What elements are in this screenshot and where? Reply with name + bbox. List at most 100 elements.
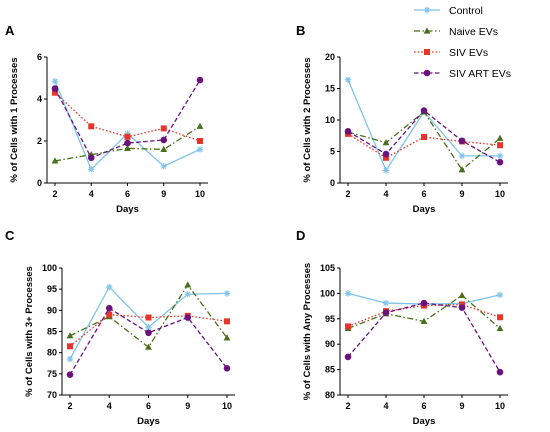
panel-c-xtick-label: 10 bbox=[222, 401, 232, 411]
panel-d-xtick-label: 6 bbox=[421, 401, 426, 411]
panel-a-x-label: Days bbox=[116, 204, 139, 215]
panel-d-point-control bbox=[496, 291, 504, 299]
panel-d-letter: D bbox=[296, 228, 305, 243]
panel-a-point-naive-evs bbox=[51, 157, 59, 164]
panel-b-point-naive-evs bbox=[458, 166, 466, 173]
panel-c-point-siv-art-evs bbox=[66, 371, 74, 378]
panel-c-point-control bbox=[106, 283, 113, 291]
legend-label-naive-evs: Naive EVs bbox=[449, 26, 498, 38]
panel-a-point-control bbox=[51, 77, 59, 85]
panel-d-point-siv-art-evs bbox=[344, 353, 352, 361]
panel-b-xtick-label: 9 bbox=[459, 189, 464, 199]
panel-c-ytick-label: 75 bbox=[47, 369, 57, 379]
panel-b-ytick-label: 10 bbox=[325, 115, 335, 125]
panel-b-point-control bbox=[458, 152, 466, 160]
panel-d-ytick-label: 100 bbox=[320, 288, 335, 298]
panel-c-point-control bbox=[184, 291, 191, 298]
panel-b-point-siv-art-evs bbox=[420, 107, 428, 114]
panel-d-line-siv-art-evs bbox=[347, 302, 501, 373]
panel-c-x-label: Days bbox=[137, 416, 160, 427]
panel-a-ytick-label: 4 bbox=[37, 94, 42, 104]
panel-c-point-siv-art-evs bbox=[105, 304, 113, 312]
panel-b-point-naive-evs bbox=[496, 134, 504, 141]
legend-label-siv-evs: SIV EVs bbox=[449, 47, 488, 59]
panel-b-point-siv-art-evs bbox=[496, 158, 504, 166]
panel-c-point-naive-evs bbox=[66, 332, 74, 339]
panel-c-xtick-label: 2 bbox=[67, 401, 72, 411]
panel-a-xtick-label: 4 bbox=[89, 189, 94, 199]
panel-b-series-naive-evs bbox=[344, 108, 504, 173]
panel-b-point-siv-evs bbox=[421, 134, 427, 141]
panel-d-point-siv-art-evs bbox=[382, 309, 390, 317]
panel-a-point-control bbox=[160, 163, 167, 170]
panel-c-xtick-label: 4 bbox=[107, 401, 112, 411]
panel-b-xtick-label: 6 bbox=[421, 189, 426, 199]
panel-d-ytick-label: 105 bbox=[320, 263, 335, 273]
panel-a-point-siv-evs bbox=[124, 133, 131, 140]
panel-a-letter: A bbox=[5, 23, 15, 38]
panel-c-point-control bbox=[223, 290, 231, 297]
panel-a-line-siv-art-evs bbox=[54, 79, 201, 159]
panel-d-ytick-label: 90 bbox=[325, 339, 335, 349]
panel-a-xtick-label: 2 bbox=[52, 189, 57, 199]
panel-b-xtick-label: 10 bbox=[495, 189, 505, 199]
panel-b-ytick-label: 15 bbox=[325, 84, 335, 94]
panel-c-point-siv-evs bbox=[224, 318, 230, 325]
legend: Control Naive EVs SIV EVs SIV ART EVs bbox=[414, 5, 511, 80]
panel-c-series-siv-art-evs bbox=[66, 304, 231, 378]
panel-d-xtick-label: 4 bbox=[383, 401, 388, 411]
panel-c-point-siv-evs bbox=[106, 311, 113, 318]
panel-a-point-siv-art-evs bbox=[51, 85, 59, 92]
panel-b-letter: B bbox=[296, 23, 305, 38]
panel-c: C 70 75 80 85 90 95 100 2 4 6 9 10 Days % of Cells wit… bbox=[5, 228, 235, 427]
panel-b-y-label: % of Cells with 2 Processes bbox=[302, 57, 313, 182]
panel-c-point-siv-art-evs bbox=[184, 314, 192, 321]
panel-a-xtick-label: 6 bbox=[125, 189, 130, 199]
panel-b-point-siv-art-evs bbox=[458, 137, 466, 145]
panel-b-point-control bbox=[344, 76, 352, 83]
panel-d-point-naive-evs bbox=[458, 291, 466, 299]
panel-c-xtick-label: 9 bbox=[185, 401, 190, 411]
panel-d-point-siv-art-evs bbox=[420, 299, 428, 307]
panel-b-line-naive-evs bbox=[347, 110, 501, 171]
panel-a-point-siv-evs bbox=[160, 125, 167, 132]
panel-b-line-siv-evs bbox=[347, 133, 501, 159]
panel-a-point-siv-art-evs bbox=[87, 154, 95, 162]
panel-c-letter: C bbox=[5, 228, 15, 243]
panel-a-point-control bbox=[88, 166, 95, 173]
panel-b-point-siv-evs bbox=[383, 154, 389, 161]
panel-a-line-control bbox=[54, 80, 201, 171]
panel-c-point-naive-evs bbox=[223, 334, 231, 341]
panel-c-ytick-label: 80 bbox=[47, 348, 57, 358]
legend-marker-siv-evs bbox=[424, 49, 430, 55]
panel-d-xtick-label: 10 bbox=[495, 401, 505, 411]
panel-b-point-control bbox=[496, 152, 504, 160]
panel-d-ytick-label: 80 bbox=[325, 390, 335, 400]
panel-d-series-naive-evs bbox=[344, 291, 504, 332]
panel-d-point-naive-evs bbox=[420, 317, 428, 324]
legend-item-control: Control bbox=[414, 5, 483, 17]
panel-b: B 0 5 10 15 20 2 4 6 9 10 Days % of Cells with 2 Pro… bbox=[296, 23, 508, 215]
panel-c-ytick-label: 100 bbox=[42, 263, 57, 273]
panel-a-ytick-label: 2 bbox=[37, 136, 42, 146]
panel-a-point-naive-evs bbox=[160, 145, 168, 152]
panel-a-point-siv-evs bbox=[52, 89, 58, 96]
panel-d-ytick-label: 95 bbox=[325, 314, 335, 324]
panel-a-point-siv-art-evs bbox=[124, 139, 131, 147]
panel-b-xtick-label: 4 bbox=[383, 189, 388, 199]
panel-a-point-siv-evs bbox=[88, 123, 95, 130]
panel-d-xtick-label: 2 bbox=[345, 401, 350, 411]
panel-b-ytick-label: 5 bbox=[330, 147, 335, 157]
panel-a-y-label: % of Cells with 1 Processes bbox=[9, 57, 20, 182]
panel-a-point-control bbox=[196, 146, 204, 153]
panel-a-point-siv-evs bbox=[197, 138, 203, 144]
panel-b-x-label: Days bbox=[413, 204, 436, 215]
panel-d: D 80 85 90 95 100 105 2 4 6 9 10 Days % of Cells with… bbox=[296, 228, 508, 427]
panel-d-point-siv-evs bbox=[345, 323, 351, 330]
panel-a-point-naive-evs bbox=[196, 122, 204, 129]
panel-b-point-siv-art-evs bbox=[382, 150, 390, 158]
panel-c-ytick-label: 85 bbox=[47, 327, 57, 337]
panel-d-point-control bbox=[382, 299, 390, 307]
